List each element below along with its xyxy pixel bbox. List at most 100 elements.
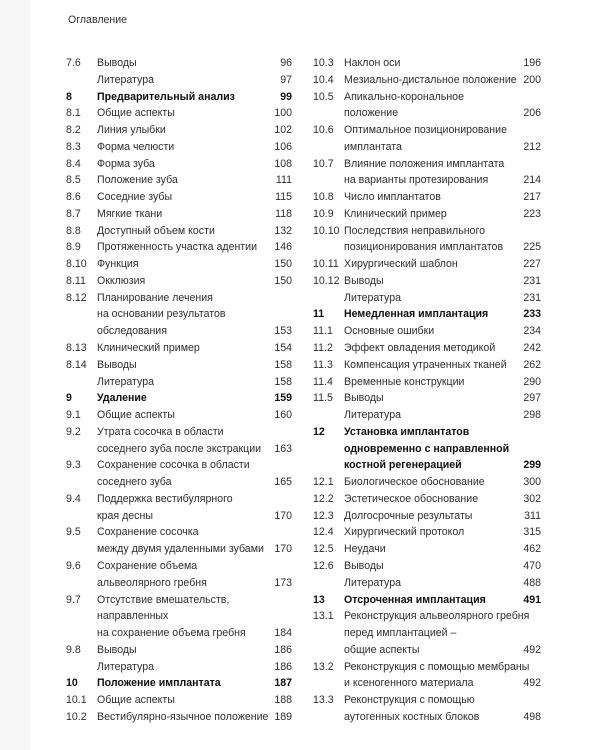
toc-entry[interactable]: 11.5 Выводы 297: [313, 390, 541, 408]
toc-line: 8.14 Выводы 158: [66, 356, 292, 374]
toc-entry[interactable]: 11.1 Основные ошибки 234: [313, 323, 541, 341]
toc-entry[interactable]: 9.8 Выводы 186: [66, 641, 292, 659]
toc-entry[interactable]: 12.2 Эстетическое обоснование 302: [313, 490, 541, 508]
toc-entry[interactable]: 10.10 Последствия неправильного позиционир…: [313, 223, 541, 257]
toc-entry[interactable]: Литература 298: [313, 407, 541, 424]
section-title: альвеолярного гребня: [97, 576, 207, 589]
toc-entry[interactable]: 8.6 Соседние зубы 115: [66, 189, 292, 206]
toc-line: 10.12 Выводы 231: [313, 272, 541, 290]
toc-entry[interactable]: 8.13 Клинический пример 154: [66, 340, 292, 357]
toc-chapter[interactable]: 13 Отсроченная имплантация 491: [313, 591, 541, 609]
section-title: Наклон оси: [344, 57, 401, 69]
toc-line: 10.10 Последствия неправильного: [313, 223, 541, 240]
toc-line: 8.5 Положение зуба 111: [66, 172, 292, 190]
toc-line: 8.13 Клинический пример 154: [66, 340, 292, 357]
toc-entry[interactable]: 11.4 Временные конструкции 290: [313, 373, 541, 391]
toc-entry[interactable]: Литература 158: [66, 373, 292, 391]
toc-chapter[interactable]: 12 Установка имплантатов одновременно с на…: [313, 424, 541, 475]
section-title: Выводы: [344, 392, 384, 405]
section-title: Линия улыбки: [97, 124, 166, 137]
toc-entry[interactable]: 8.9 Протяженность участка адентии 146: [66, 239, 292, 257]
toc-entry[interactable]: 10.9 Клинический пример 223: [313, 205, 541, 223]
toc-entry[interactable]: 12.6 Выводы 470: [313, 557, 541, 575]
section-title: Хирургический протокол: [344, 526, 465, 539]
toc-entry[interactable]: 10.2 Вестибулярно-язычное положение 189: [66, 708, 292, 726]
section-title: Клинический пример: [344, 207, 447, 220]
toc-entry[interactable]: 8.8 Доступный объем кости 132: [66, 222, 292, 240]
section-title: Функция: [97, 258, 139, 271]
toc-entry[interactable]: 8.1 Общие аспекты 100: [66, 105, 292, 123]
section-number: 10.6: [313, 124, 334, 137]
toc-entry[interactable]: 8.3 Форма челюсти 106: [66, 138, 292, 156]
toc-line: 11 Немедленная имплантация 233: [313, 306, 541, 324]
toc-line: 12.6 Выводы 470: [313, 557, 541, 575]
toc-line: аутогенных костных блоков 498: [313, 708, 541, 726]
toc-entry[interactable]: 11.3 Компенсация утраченных тканей 262: [313, 356, 541, 374]
toc-entry[interactable]: 12.5 Неудачи 462: [313, 541, 541, 558]
page-number: 170: [272, 507, 292, 525]
toc-chapter[interactable]: 11 Немедленная имплантация 233: [313, 306, 541, 324]
toc-entry[interactable]: 8.4 Форма зуба 108: [66, 155, 292, 173]
section-number: 11: [313, 308, 325, 321]
toc-entry[interactable]: 10.4 Мезиально-дистальное положение 200: [313, 71, 541, 89]
toc-line: 13 Отсроченная имплантация 491: [313, 591, 541, 609]
toc-entry[interactable]: 9.5 Сохранение сосочка между двумя удаленн…: [66, 524, 292, 558]
toc-entry[interactable]: 10.5 Апикально-корональное положение 206: [313, 89, 541, 123]
toc-line: 11.2 Эффект овладения методикой 242: [313, 340, 541, 357]
toc-chapter[interactable]: 9 Удаление 159: [66, 390, 292, 408]
toc-line: 12.4 Хирургический протокол 315: [313, 524, 541, 542]
toc-entry[interactable]: 8.5 Положение зуба 111: [66, 172, 292, 190]
section-number: 10.8: [313, 191, 334, 204]
toc-entry[interactable]: 10.8 Число имплантатов 217: [313, 189, 541, 206]
section-title: обследования: [97, 325, 167, 338]
toc-entry[interactable]: 9.3 Сохранение сосочка в области соседнего…: [66, 457, 292, 491]
toc-line: одновременно с направленной: [313, 441, 541, 458]
section-number: 11.5: [313, 392, 333, 405]
toc-entry[interactable]: 10.7 Влияние положения имплантата на вариа…: [313, 156, 541, 190]
toc-entry[interactable]: 10.6 Оптимальное позиционирование импланта…: [313, 122, 541, 156]
toc-entry[interactable]: 13.3 Реконструкция с помощью аутогенных ко…: [313, 692, 541, 726]
toc-entry[interactable]: Литература 231: [313, 289, 541, 307]
toc-entry[interactable]: 9.1 Общие аспекты 160: [66, 407, 292, 424]
page-number: 158: [272, 373, 292, 391]
toc-entry[interactable]: 9.7 Отсутствие вмешательств, направленных н…: [66, 592, 292, 642]
section-title: Компенсация утраченных тканей: [344, 358, 507, 371]
toc-entry[interactable]: 8.7 Мягкие ткани 118: [66, 205, 292, 223]
toc-entry[interactable]: 8.2 Линия улыбки 102: [66, 122, 292, 139]
page-number: 154: [272, 340, 292, 357]
toc-entry[interactable]: 12.4 Хирургический протокол 315: [313, 524, 541, 542]
toc-entry[interactable]: 10.11 Хирургический шаблон 227: [313, 256, 541, 273]
section-title: Литература: [344, 291, 401, 304]
toc-entry[interactable]: Литература 97: [66, 71, 292, 89]
section-title: Общие аспекты: [97, 694, 175, 707]
toc-entry[interactable]: 13.1 Реконструкция альвеолярного гребня пе…: [313, 608, 541, 659]
toc-entry[interactable]: Литература 488: [313, 574, 541, 592]
toc-line: 13.3 Реконструкция с помощью: [313, 692, 541, 709]
toc-entry[interactable]: 9.2 Утрата сосочка в области соседнего зуб…: [66, 424, 292, 458]
section-title: Мягкие ткани: [97, 207, 163, 220]
toc-entry[interactable]: 12.1 Биологическое обоснование 300: [313, 474, 541, 491]
toc-chapter[interactable]: 8 Предварительный анализ 99: [66, 88, 292, 106]
toc-entry[interactable]: 8.10 Функция 150: [66, 256, 292, 273]
toc-entry[interactable]: 9.6 Сохранение объема альвеолярного гребня…: [66, 558, 292, 592]
toc-entry[interactable]: 8.11 Окклюзия 150: [66, 272, 292, 290]
toc-entry[interactable]: 10.3 Наклон оси 196: [313, 55, 541, 72]
toc-entry[interactable]: 9.4 Поддержка вестибулярного края десны 170: [66, 491, 292, 525]
toc-entry[interactable]: 10.1 Общие аспекты 188: [66, 692, 292, 709]
section-number: 10.3: [313, 57, 334, 69]
toc-entry[interactable]: 8.12 Планирование лечения на основании рез…: [66, 290, 292, 341]
section-title: Сохранение сосочка в области: [97, 459, 250, 472]
section-number: 9.6: [66, 559, 81, 572]
section-number: 12.1: [313, 476, 334, 489]
toc-entry[interactable]: 13.2 Реконструкция с помощью мембраны и кс…: [313, 659, 541, 693]
toc-entry[interactable]: 12.3 Долгосрочные результаты 311: [313, 507, 541, 525]
section-number: 8.1: [66, 107, 81, 120]
toc-line: 8.11 Окклюзия 150: [66, 272, 292, 290]
toc-entry[interactable]: 7.6 Выводы 96: [66, 55, 292, 72]
toc-chapter[interactable]: 10 Положение имплантата 187: [66, 675, 292, 693]
toc-entry[interactable]: 10.12 Выводы 231: [313, 272, 541, 290]
section-number: 10.5: [313, 90, 334, 103]
toc-entry[interactable]: 8.14 Выводы 158: [66, 356, 292, 374]
toc-entry[interactable]: Литература 186: [66, 658, 292, 676]
toc-entry[interactable]: 11.2 Эффект овладения методикой 242: [313, 340, 541, 357]
